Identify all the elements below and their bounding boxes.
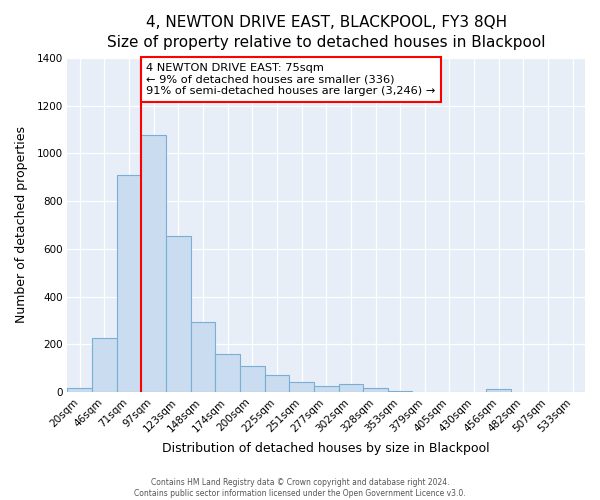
Bar <box>142 136 166 392</box>
Bar <box>338 384 363 392</box>
Bar <box>67 388 92 392</box>
Text: Contains HM Land Registry data © Crown copyright and database right 2024.
Contai: Contains HM Land Registry data © Crown c… <box>134 478 466 498</box>
Bar <box>92 338 117 392</box>
Bar <box>117 175 142 392</box>
Bar <box>191 322 215 392</box>
X-axis label: Distribution of detached houses by size in Blackpool: Distribution of detached houses by size … <box>163 442 490 455</box>
Bar <box>487 389 511 392</box>
Title: 4, NEWTON DRIVE EAST, BLACKPOOL, FY3 8QH
Size of property relative to detached h: 4, NEWTON DRIVE EAST, BLACKPOOL, FY3 8QH… <box>107 15 545 50</box>
Bar <box>265 375 289 392</box>
Bar <box>314 386 338 392</box>
Bar <box>363 388 388 392</box>
Bar <box>289 382 314 392</box>
Bar <box>166 236 191 392</box>
Text: 4 NEWTON DRIVE EAST: 75sqm
← 9% of detached houses are smaller (336)
91% of semi: 4 NEWTON DRIVE EAST: 75sqm ← 9% of detac… <box>146 62 436 96</box>
Bar <box>388 391 412 392</box>
Y-axis label: Number of detached properties: Number of detached properties <box>15 126 28 324</box>
Bar <box>215 354 240 392</box>
Bar <box>240 366 265 392</box>
